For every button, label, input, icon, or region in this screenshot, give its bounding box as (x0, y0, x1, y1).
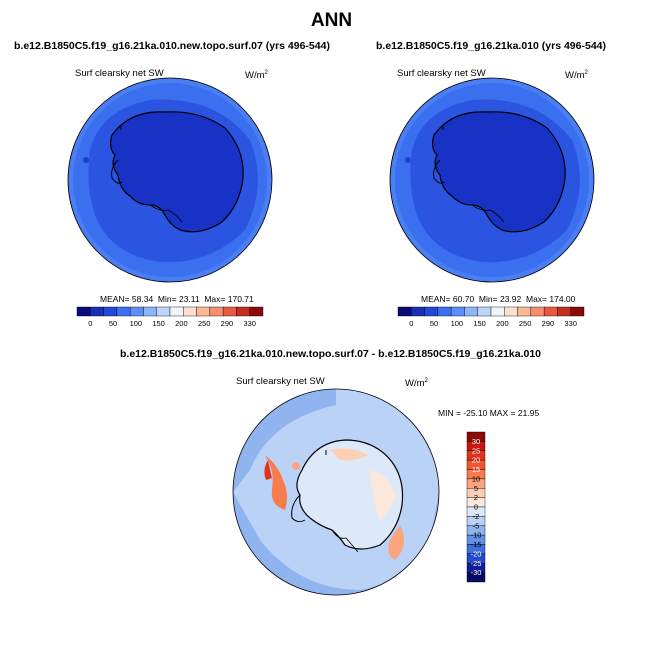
diff-colorbar-label: -5 (473, 521, 480, 530)
panel1-stats: MEAN= 58.34 Min= 23.11 Max= 170.71 (100, 294, 254, 304)
panel1-case-title: b.e12.B1850C5.f19_g16.21ka.010.new.topo.… (14, 40, 330, 52)
panel2-colorbar-label: 200 (496, 319, 509, 328)
panel1-colorbar-label: 330 (243, 319, 256, 328)
diff-colorbar-box (466, 572, 486, 583)
panel1-peninsula (111, 159, 123, 184)
diff-colorbar-label: -25 (471, 559, 482, 568)
diff-coast-detail (331, 529, 359, 553)
diff-coast-east-warm (388, 525, 404, 560)
panel2-map-border (389, 77, 595, 283)
panel1-colorbar-label: 100 (130, 319, 143, 328)
diff-units: W/m2 (405, 378, 428, 390)
diff-land-warm-east (370, 470, 395, 520)
panel2-case-title: b.e12.B1850C5.f19_g16.21ka.010 (yrs 496-… (376, 40, 606, 52)
panel1-antarctica (109, 111, 244, 233)
panel2-antarctica (431, 111, 566, 233)
panel2-units: W/m2 (565, 70, 588, 82)
diff-warm-patch-west-2 (264, 460, 272, 480)
diff-map-border (232, 388, 440, 596)
diff-colorbar-label: 15 (472, 465, 480, 474)
panel1-map-border (67, 77, 273, 283)
panel1-colorbar-label: 50 (109, 319, 117, 328)
panel2-mean-value: 60.70 (452, 294, 475, 304)
diff-colorbar-label: -10 (471, 531, 482, 540)
panel2-peninsula (433, 159, 445, 184)
diff-colorbar-label: -2 (473, 512, 480, 521)
diff-colorbar-label: 5 (474, 484, 478, 493)
panel2-colorbar-label: 290 (542, 319, 555, 328)
panel1-coast-detail (149, 204, 183, 223)
panel2-colorbar-label: 50 (430, 319, 438, 328)
panel2-max-value: 174.00 (549, 294, 576, 304)
panel1-land-patch (83, 157, 89, 163)
diff-colorbar-label: 2 (474, 493, 478, 502)
diff-case-title: b.e12.B1850C5.f19_g16.21ka.010.new.topo.… (120, 348, 542, 360)
panel2-variable-label: Surf clearsky net SW (397, 68, 486, 79)
panel1-colorbar-label: 200 (175, 319, 188, 328)
panel1-variable-label: Surf clearsky net SW (75, 68, 164, 79)
diff-colorbar-label: 20 (472, 456, 480, 465)
diff-colorbar-label: -30 (471, 568, 482, 577)
panel1-colorbar-label: 150 (152, 319, 165, 328)
diff-outer-negative (233, 389, 336, 492)
diff-land-warm-north (330, 448, 368, 461)
diff-colorbar-label: 10 (472, 474, 480, 483)
panel1-mean-value: 58.34 (131, 294, 154, 304)
panel1-colorbar-box (249, 306, 264, 317)
diff-colorbar-label: -20 (471, 549, 482, 558)
diff-warm-patch-small (292, 462, 300, 470)
diff-southern-negative (233, 492, 439, 595)
panel2-colorbar-label: 100 (451, 319, 464, 328)
diff-antarctica (296, 439, 404, 550)
diff-variable-label: Surf clearsky net SW (236, 376, 325, 387)
panel2-colorbar-label: 150 (473, 319, 486, 328)
panel2-colorbar-label: 0 (409, 319, 413, 328)
diff-colorbar-label: 0 (474, 503, 478, 512)
diff-warm-patch-west (265, 455, 288, 510)
panel2-colorbar-box (570, 306, 585, 317)
panel1-max-value: 170.71 (227, 294, 254, 304)
panel1-units: W/m2 (245, 70, 268, 82)
diff-colorbar-label: 25 (472, 446, 480, 455)
panel1-colorbar-label: 250 (198, 319, 211, 328)
main-title: ANN (310, 10, 353, 31)
diff-colorbar-label: 30 (472, 437, 480, 446)
panel2-min-value: 23.92 (499, 294, 522, 304)
panel1-colorbar-label: 290 (221, 319, 234, 328)
panel1-colorbar-label: 0 (88, 319, 92, 328)
panel1-min-value: 23.11 (178, 294, 200, 304)
panel2-land-patch (405, 157, 411, 163)
panel2-colorbar-label: 330 (564, 319, 577, 328)
diff-minmax: MIN = -25.10 MAX = 21.95 (438, 408, 540, 418)
diff-colorbar-label: -15 (471, 540, 482, 549)
panel2-coast-detail (471, 204, 505, 223)
panel2-colorbar-label: 250 (519, 319, 532, 328)
panel2-stats: MEAN= 60.70 Min= 23.92 Max= 174.00 (421, 294, 576, 304)
diff-peninsula (291, 494, 306, 523)
